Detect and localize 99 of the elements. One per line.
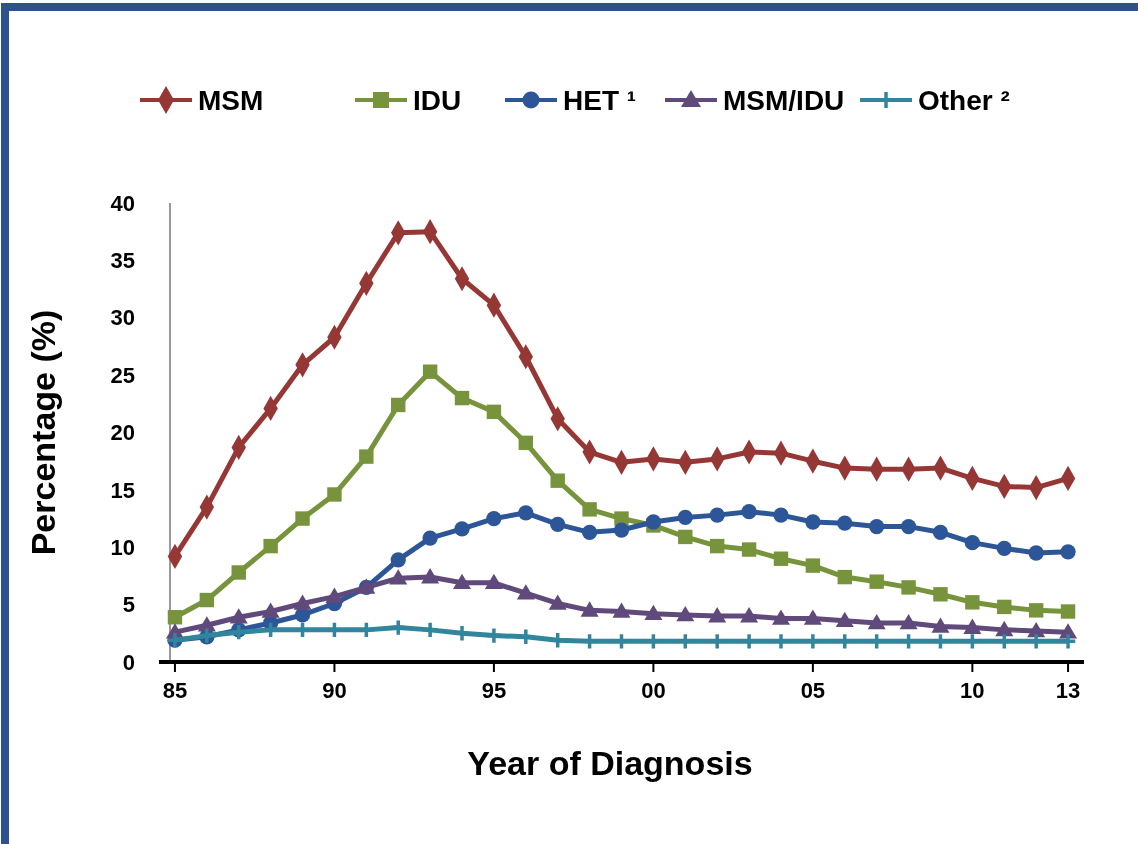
point	[869, 574, 884, 589]
point	[389, 618, 408, 637]
y-tick-label: 20	[110, 420, 135, 446]
point	[167, 610, 183, 625]
x-tick-label: 95	[481, 677, 507, 703]
point	[484, 573, 503, 590]
point	[486, 404, 502, 420]
x-tick-label: 00	[641, 677, 666, 703]
point	[1060, 604, 1076, 619]
point	[741, 504, 757, 520]
point	[613, 522, 630, 538]
point	[899, 613, 918, 630]
point	[645, 514, 662, 530]
point	[261, 602, 280, 618]
point	[421, 620, 440, 639]
point	[453, 573, 472, 590]
point	[676, 605, 695, 622]
point	[996, 540, 1012, 557]
y-tick-label: 35	[110, 248, 135, 274]
point	[1060, 544, 1076, 560]
point	[964, 535, 981, 551]
point	[612, 602, 631, 618]
point	[516, 584, 535, 600]
legend-label: MSM/IDU	[723, 84, 845, 116]
point	[771, 609, 790, 625]
point	[229, 608, 248, 624]
point	[580, 601, 599, 617]
point	[932, 524, 949, 540]
point	[900, 518, 917, 535]
point	[390, 552, 406, 568]
y-tick-label: 0	[122, 649, 135, 675]
point	[263, 538, 278, 554]
point	[709, 507, 725, 523]
point	[391, 397, 406, 413]
point	[773, 507, 789, 523]
point	[231, 565, 246, 580]
legend-label: IDU	[413, 84, 462, 116]
point	[295, 511, 310, 526]
point	[389, 569, 408, 585]
y-tick-label: 40	[110, 190, 135, 216]
point	[997, 599, 1012, 615]
point	[548, 594, 567, 610]
point	[484, 626, 503, 645]
x-tick-label: 05	[800, 677, 826, 703]
point	[359, 449, 374, 464]
point	[805, 514, 821, 530]
point	[421, 568, 440, 584]
point	[325, 587, 344, 603]
point	[837, 515, 853, 531]
point	[965, 595, 980, 610]
x-tick-label: 13	[1055, 677, 1081, 703]
point	[1028, 603, 1044, 618]
point	[773, 551, 789, 566]
point	[805, 558, 821, 573]
point	[709, 538, 725, 554]
point	[740, 607, 759, 623]
point	[327, 487, 342, 502]
point	[1028, 545, 1044, 561]
point	[963, 618, 982, 634]
y-tick-label: 5	[122, 592, 135, 618]
x-tick-label: 10	[960, 677, 985, 703]
point	[422, 364, 438, 379]
point	[293, 594, 312, 610]
x-tick-label: 90	[322, 677, 347, 703]
point	[995, 620, 1014, 637]
point	[931, 617, 950, 633]
point	[486, 510, 502, 527]
x-axis-title: Year of Diagnosis	[467, 744, 753, 782]
point	[454, 521, 470, 537]
point	[550, 473, 565, 488]
point	[741, 542, 757, 557]
point	[869, 518, 885, 535]
point	[550, 516, 566, 532]
point	[901, 580, 916, 595]
point	[678, 529, 693, 545]
point	[422, 530, 438, 546]
point	[581, 524, 598, 540]
y-axis-title: Percentage (%)	[24, 309, 62, 556]
y-tick-label: 25	[110, 362, 135, 388]
y-tick-label: 10	[110, 534, 135, 560]
point	[582, 502, 597, 517]
y-tick-label: 15	[110, 477, 135, 503]
point	[518, 435, 534, 451]
y-tick-label: 30	[110, 305, 135, 331]
legend-label: Other ²	[918, 84, 1010, 116]
point	[835, 611, 854, 627]
legend-label: HET ¹	[563, 84, 637, 116]
point	[644, 604, 663, 621]
x-tick-label: 85	[162, 677, 188, 703]
point	[518, 505, 534, 521]
point	[933, 587, 948, 602]
point	[708, 607, 727, 623]
point	[867, 613, 886, 630]
point	[803, 609, 822, 625]
point	[454, 390, 470, 406]
legend-label: MSM	[198, 84, 264, 116]
point	[677, 509, 693, 526]
point	[199, 592, 215, 608]
point	[837, 569, 852, 585]
